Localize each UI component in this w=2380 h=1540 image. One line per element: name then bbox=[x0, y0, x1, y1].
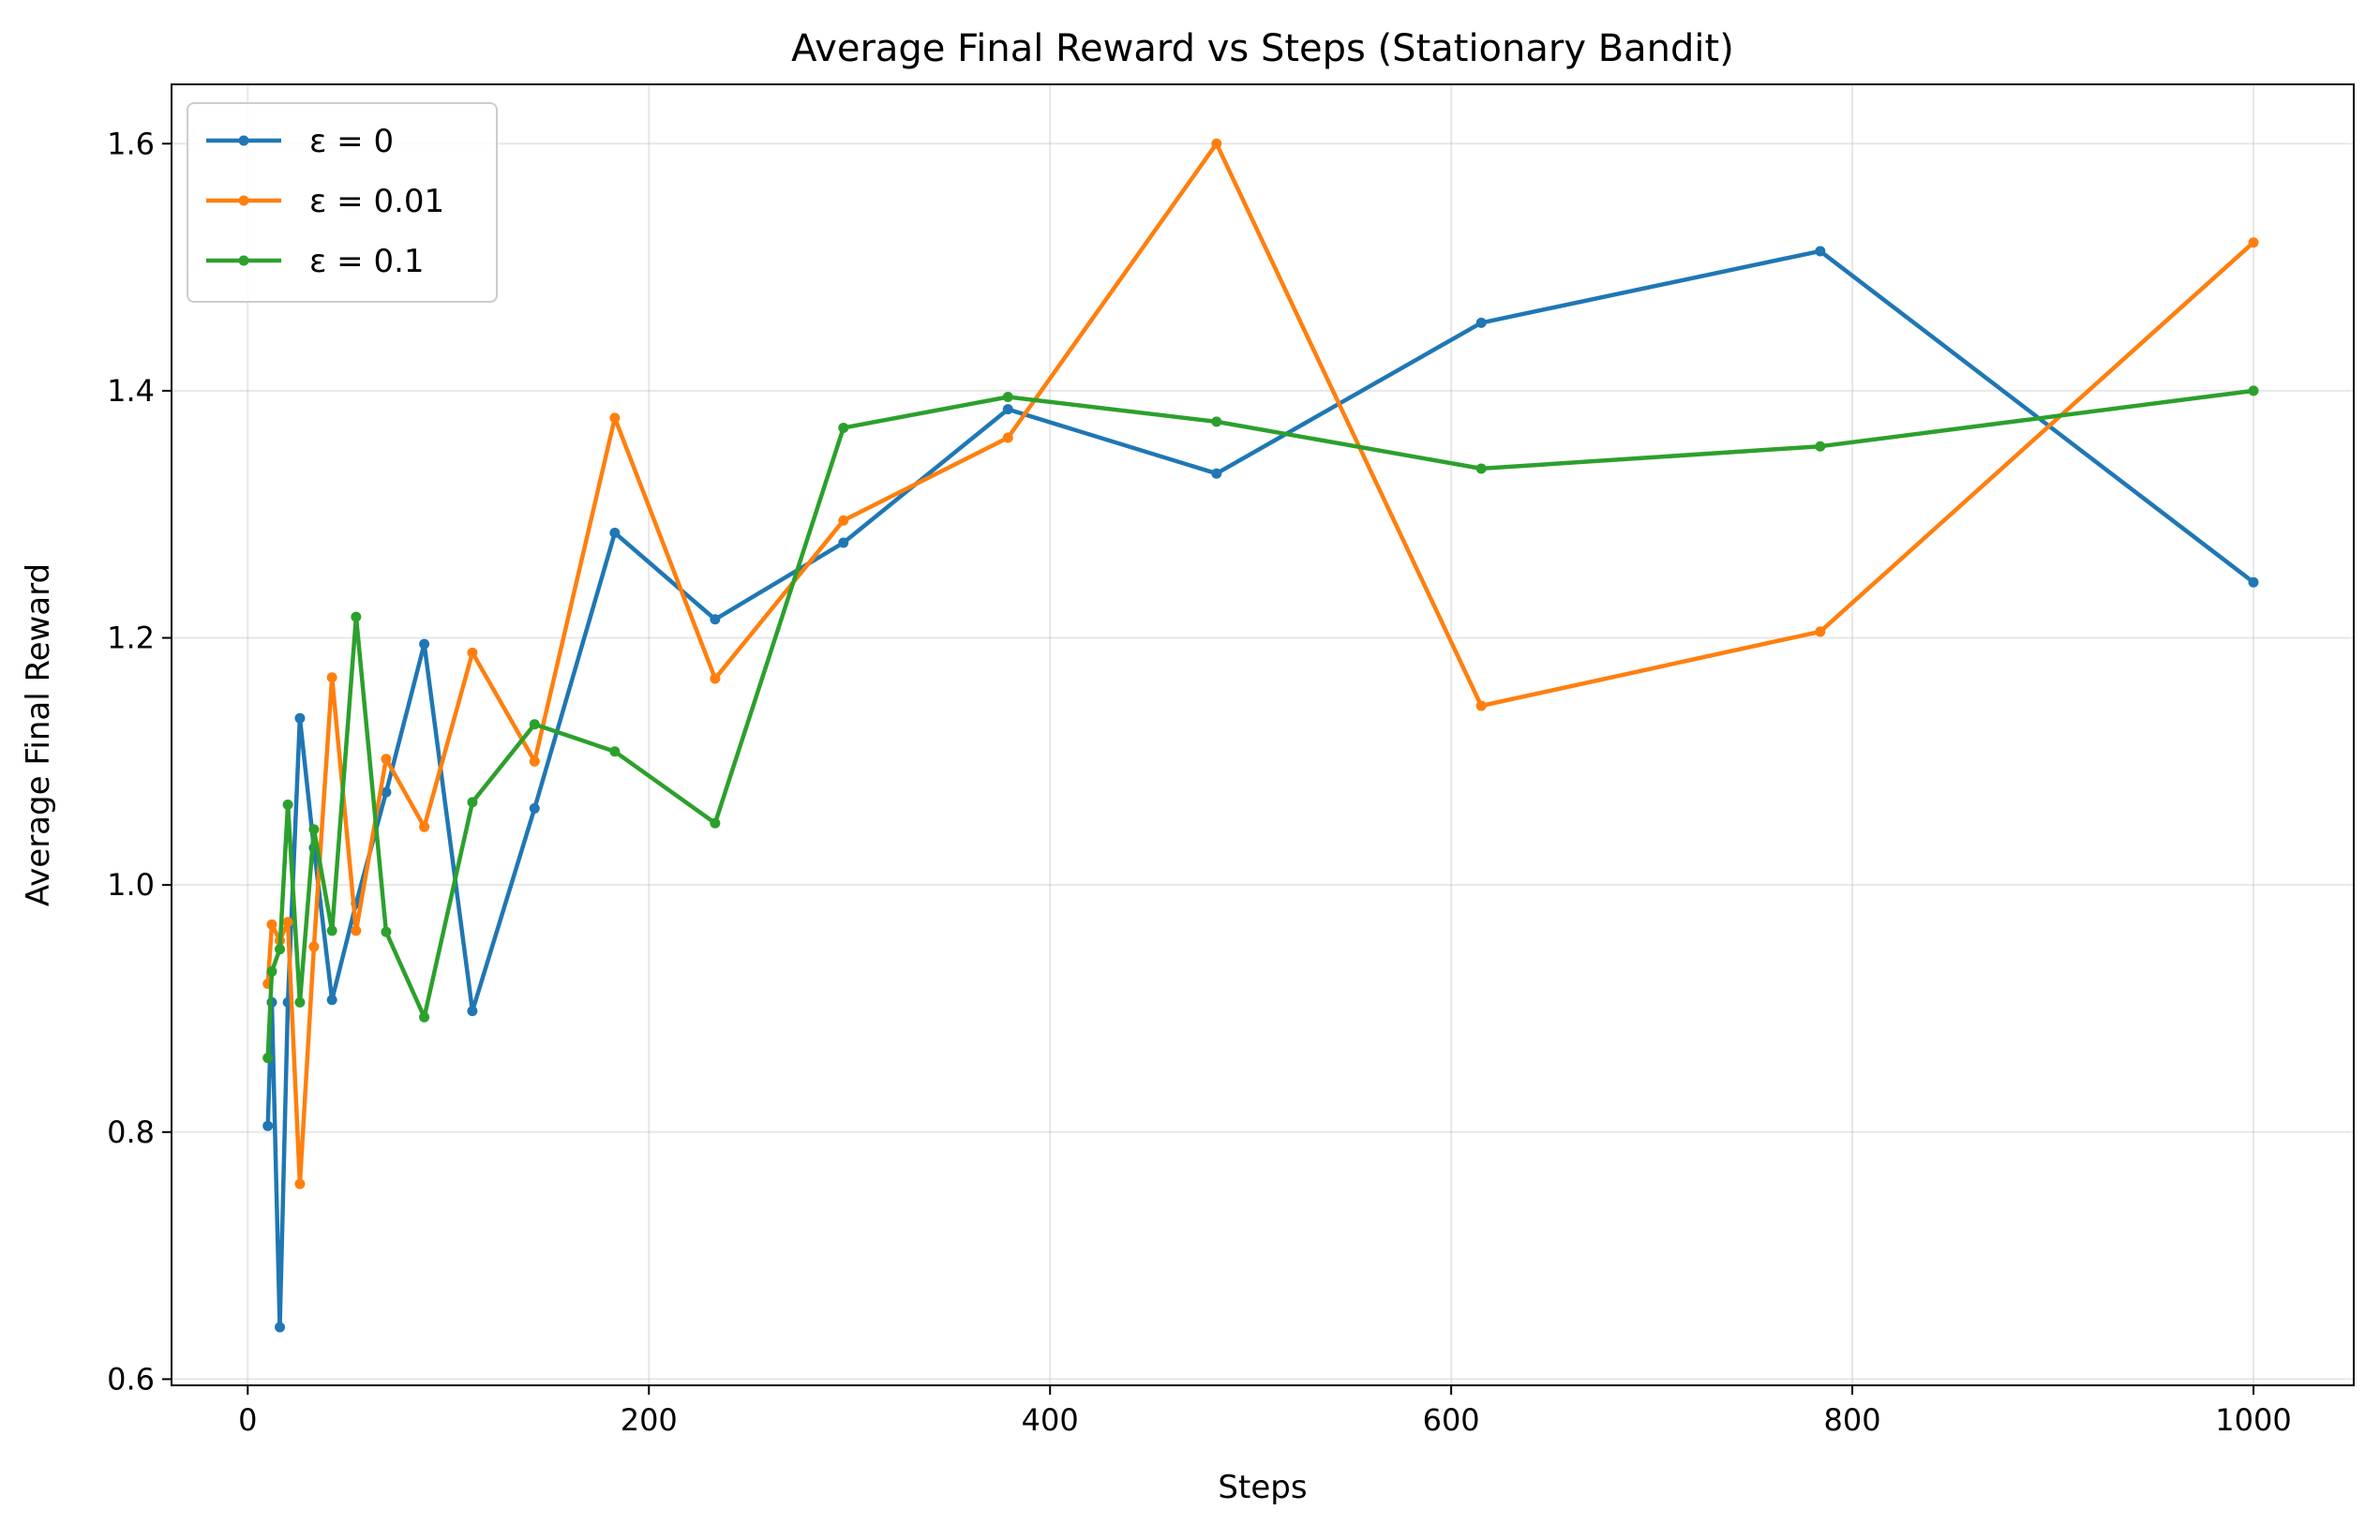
series-1 bbox=[262, 138, 2259, 1189]
data-point bbox=[1475, 700, 1487, 711]
data-point bbox=[275, 1322, 286, 1333]
x-tick-label: 600 bbox=[1423, 1402, 1480, 1438]
series-layer bbox=[262, 138, 2259, 1333]
data-point bbox=[381, 786, 392, 798]
series-line bbox=[265, 142, 2256, 1187]
data-point bbox=[1815, 626, 1826, 637]
data-point bbox=[275, 944, 286, 955]
data-point bbox=[351, 611, 362, 622]
x-tick-label: 200 bbox=[621, 1402, 678, 1438]
data-point bbox=[609, 527, 621, 538]
data-point bbox=[326, 925, 337, 936]
data-point bbox=[1475, 317, 1487, 328]
data-point bbox=[710, 673, 721, 684]
data-point bbox=[467, 1006, 478, 1017]
data-point bbox=[419, 821, 430, 832]
data-point bbox=[609, 746, 621, 757]
data-point bbox=[351, 925, 362, 936]
y-tick-label: 0.8 bbox=[107, 1114, 155, 1150]
series-line bbox=[265, 388, 2256, 1060]
data-point bbox=[282, 917, 293, 928]
data-point bbox=[419, 638, 430, 650]
data-point bbox=[381, 926, 392, 937]
legend-item: ε = 0.01 bbox=[206, 183, 444, 220]
data-point bbox=[294, 712, 306, 724]
x-tick-label: 1000 bbox=[2215, 1402, 2291, 1438]
data-point bbox=[2248, 237, 2259, 248]
data-point bbox=[1815, 441, 1826, 452]
data-point bbox=[1211, 138, 1222, 149]
legend-box bbox=[187, 102, 498, 303]
y-tick-label: 1.0 bbox=[107, 867, 155, 903]
y-axis-label: Average Final Reward bbox=[20, 563, 57, 906]
chart-title: Average Final Reward vs Steps (Stationar… bbox=[791, 27, 1734, 70]
data-point bbox=[262, 1053, 274, 1064]
data-point bbox=[2248, 576, 2259, 588]
y-tick-label: 1.6 bbox=[107, 126, 155, 161]
legend-swatch-marker bbox=[238, 135, 249, 146]
data-point bbox=[529, 719, 540, 730]
x-tick-label: 400 bbox=[1022, 1402, 1079, 1438]
data-point bbox=[308, 824, 320, 835]
legend-label: ε = 0.01 bbox=[309, 183, 444, 220]
data-point bbox=[838, 537, 849, 548]
y-tick-label: 1.4 bbox=[107, 373, 155, 409]
data-point bbox=[326, 994, 337, 1006]
series-2 bbox=[262, 385, 2259, 1064]
y-tick-label: 0.6 bbox=[107, 1361, 155, 1397]
data-point bbox=[266, 965, 277, 977]
data-point bbox=[529, 802, 540, 814]
plot-frame bbox=[171, 83, 2355, 1386]
x-tick-label: 800 bbox=[1824, 1402, 1881, 1438]
data-point bbox=[294, 1178, 306, 1189]
x-axis-label: Steps bbox=[1218, 1469, 1307, 1506]
data-point bbox=[294, 996, 306, 1008]
data-point bbox=[1002, 404, 1013, 415]
data-point bbox=[1815, 246, 1826, 257]
data-point bbox=[1211, 468, 1222, 479]
data-point bbox=[1002, 432, 1013, 443]
data-point bbox=[838, 422, 849, 433]
x-tick-label: 0 bbox=[238, 1402, 257, 1438]
grid bbox=[172, 84, 2354, 1385]
legend-item: ε = 0.1 bbox=[206, 243, 425, 280]
data-point bbox=[1211, 416, 1222, 427]
data-point bbox=[710, 817, 721, 829]
data-point bbox=[266, 919, 277, 930]
ticks: 0 200 400 600 800 1000 0.6 0.8 1.0 1.2 1.4 1.6 bbox=[107, 126, 2292, 1438]
data-point bbox=[1475, 463, 1487, 474]
data-point bbox=[609, 412, 621, 424]
legend-label: ε = 0 bbox=[309, 123, 394, 160]
legend-swatch-marker bbox=[238, 195, 249, 206]
y-tick-label: 1.2 bbox=[107, 620, 155, 656]
legend-item: ε = 0 bbox=[206, 123, 394, 160]
data-point bbox=[1002, 391, 1013, 402]
legend-swatch-marker bbox=[238, 255, 249, 266]
data-point bbox=[467, 647, 478, 658]
data-point bbox=[308, 941, 320, 952]
data-point bbox=[282, 799, 293, 810]
data-point bbox=[326, 672, 337, 683]
data-point bbox=[529, 755, 540, 767]
data-point bbox=[381, 754, 392, 765]
legend-label: ε = 0.1 bbox=[309, 243, 425, 280]
data-point bbox=[2248, 385, 2259, 396]
data-point bbox=[262, 1120, 274, 1131]
legend: ε = 0 ε = 0.01 ε = 0.1 bbox=[187, 102, 498, 303]
data-point bbox=[838, 515, 849, 526]
data-point bbox=[467, 797, 478, 808]
data-point bbox=[710, 614, 721, 625]
data-point bbox=[419, 1011, 430, 1023]
